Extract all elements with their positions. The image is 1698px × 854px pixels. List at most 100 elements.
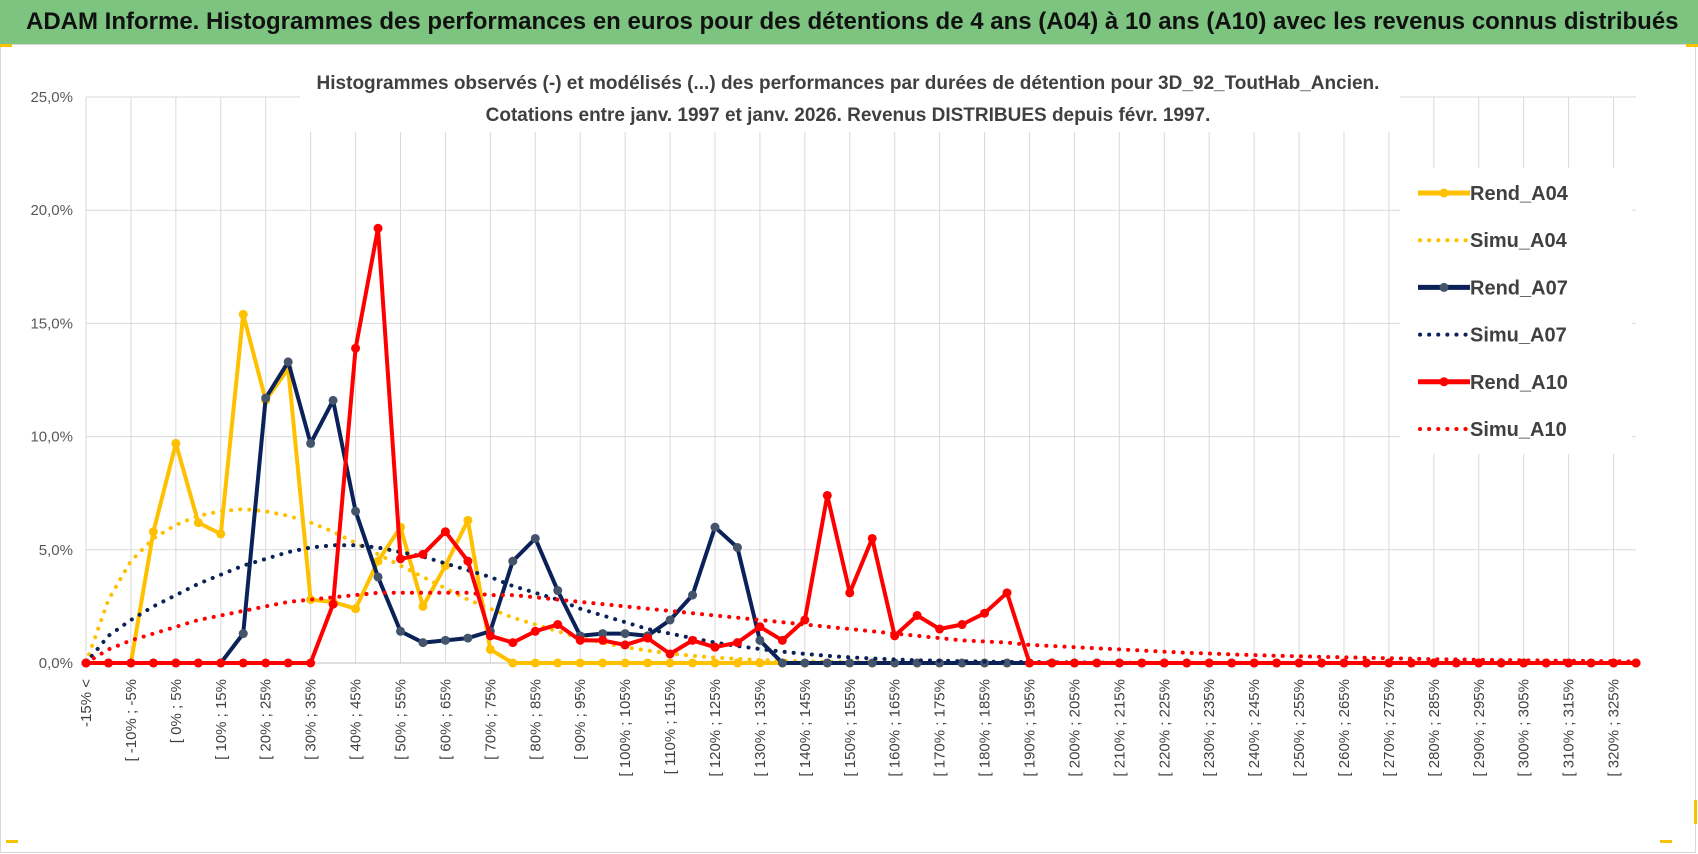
- data-point: [867, 533, 877, 543]
- data-point: [306, 658, 316, 668]
- data-point: [957, 658, 967, 668]
- x-tick-label: [ 100% ; 105%: [617, 679, 634, 777]
- data-point: [373, 572, 383, 582]
- data-point: [1272, 658, 1282, 668]
- data-point: [1024, 658, 1034, 668]
- y-tick-label: 10,0%: [30, 429, 73, 446]
- data-point: [822, 490, 832, 500]
- data-point: [710, 642, 720, 652]
- data-point: [575, 658, 585, 668]
- data-point: [508, 658, 518, 668]
- data-point: [1069, 658, 1079, 668]
- x-tick-label: [ 140% ; 145%: [797, 679, 814, 777]
- data-point: [665, 658, 675, 668]
- series-line-Rend_A10: [86, 226, 1636, 665]
- data-point: [688, 658, 698, 668]
- report-banner: ADAM Informe. Histogrammes des performan…: [0, 0, 1698, 44]
- x-tick-label: [ 130% ; 135%: [752, 679, 769, 777]
- data-point: [620, 629, 630, 639]
- data-point: [395, 554, 405, 564]
- data-point: [1092, 658, 1102, 668]
- data-point: [463, 515, 473, 525]
- data-point: [620, 640, 630, 650]
- corner-mark-right: [1694, 800, 1697, 824]
- data-point: [1294, 658, 1304, 668]
- data-point: [732, 543, 742, 553]
- data-point: [193, 658, 203, 668]
- x-tick-label: [ 230% ; 235%: [1201, 679, 1218, 777]
- data-point: [710, 522, 720, 532]
- data-point: [171, 438, 181, 448]
- legend-label: Simu_A10: [1470, 419, 1567, 441]
- legend-marker: [1439, 188, 1449, 198]
- y-tick-label: 20,0%: [30, 202, 73, 219]
- data-point: [688, 590, 698, 600]
- data-point: [755, 635, 765, 645]
- data-point: [845, 658, 855, 668]
- data-point: [1631, 658, 1641, 668]
- data-point: [351, 506, 361, 516]
- series-layer: [81, 223, 1641, 668]
- legend-item-Simu_A04: Simu_A04: [1418, 230, 1568, 252]
- x-tick-label: [ 160% ; 165%: [887, 679, 904, 777]
- data-point: [980, 608, 990, 618]
- data-point: [261, 658, 271, 668]
- x-tick-label: [ 270% ; 275%: [1381, 679, 1398, 777]
- x-tick-label: [ 110% ; 115%: [662, 679, 679, 774]
- data-point: [643, 633, 653, 643]
- data-point: [440, 527, 450, 537]
- x-tick-label: [ 300% ; 305%: [1516, 679, 1533, 777]
- data-point: [485, 644, 495, 654]
- data-point: [440, 635, 450, 645]
- x-tick-label: -15% <: [78, 679, 95, 727]
- x-tick-label: [ 0% ; 5%: [168, 679, 185, 743]
- data-point: [238, 658, 248, 668]
- x-axis: -15% < [ -10% ; -5% [ 0% ; 5% [ 10% ; 15% [ …: [78, 679, 1623, 777]
- data-point: [1002, 588, 1012, 598]
- data-point: [328, 395, 338, 405]
- data-point: [418, 549, 428, 559]
- x-tick-label: [ 250% ; 255%: [1291, 679, 1308, 777]
- data-point: [1406, 658, 1416, 668]
- data-point: [1137, 658, 1147, 668]
- data-point: [463, 633, 473, 643]
- data-point: [530, 658, 540, 668]
- y-tick-label: 15,0%: [30, 315, 73, 332]
- legend: Rend_A04 Simu_A04 Rend_A07 Simu_A07 Rend_A10…: [1400, 168, 1632, 454]
- corner-mark-bottom-left: [6, 840, 18, 843]
- x-tick-label: [ 240% ; 245%: [1246, 679, 1263, 777]
- x-tick-label: [ 50% ; 55%: [392, 679, 409, 760]
- x-tick-label: [ 30% ; 35%: [303, 679, 320, 760]
- data-point: [957, 620, 967, 630]
- legend-item-Simu_A07: Simu_A07: [1418, 325, 1567, 347]
- chart-frame: [0, 44, 1696, 853]
- legend-item-Rend_A07: Rend_A07: [1418, 277, 1568, 299]
- x-tick-label: [ 190% ; 195%: [1021, 679, 1038, 777]
- data-point: [1339, 658, 1349, 668]
- x-tick-label: [ 260% ; 265%: [1336, 679, 1353, 777]
- data-point: [800, 615, 810, 625]
- data-point: [1384, 658, 1394, 668]
- y-tick-label: 25,0%: [30, 89, 73, 106]
- data-point: [1474, 658, 1484, 668]
- data-point: [1182, 658, 1192, 668]
- legend-item-Rend_A10: Rend_A10: [1418, 372, 1568, 394]
- legend-label: Rend_A04: [1470, 183, 1569, 205]
- legend-label: Simu_A07: [1470, 325, 1567, 347]
- legend-marker: [1439, 282, 1449, 292]
- data-point: [103, 658, 113, 668]
- data-point: [306, 438, 316, 448]
- data-point: [643, 658, 653, 668]
- data-point: [283, 658, 293, 668]
- data-point: [238, 309, 248, 319]
- data-point: [1519, 658, 1529, 668]
- data-point: [1114, 658, 1124, 668]
- data-point: [867, 658, 877, 668]
- series-Simu_A10: [84, 590, 1638, 665]
- data-point: [216, 529, 226, 539]
- data-point: [418, 601, 428, 611]
- data-point: [1496, 658, 1506, 668]
- data-point: [216, 658, 226, 668]
- data-point: [620, 658, 630, 668]
- y-tick-label: 0,0%: [39, 655, 73, 672]
